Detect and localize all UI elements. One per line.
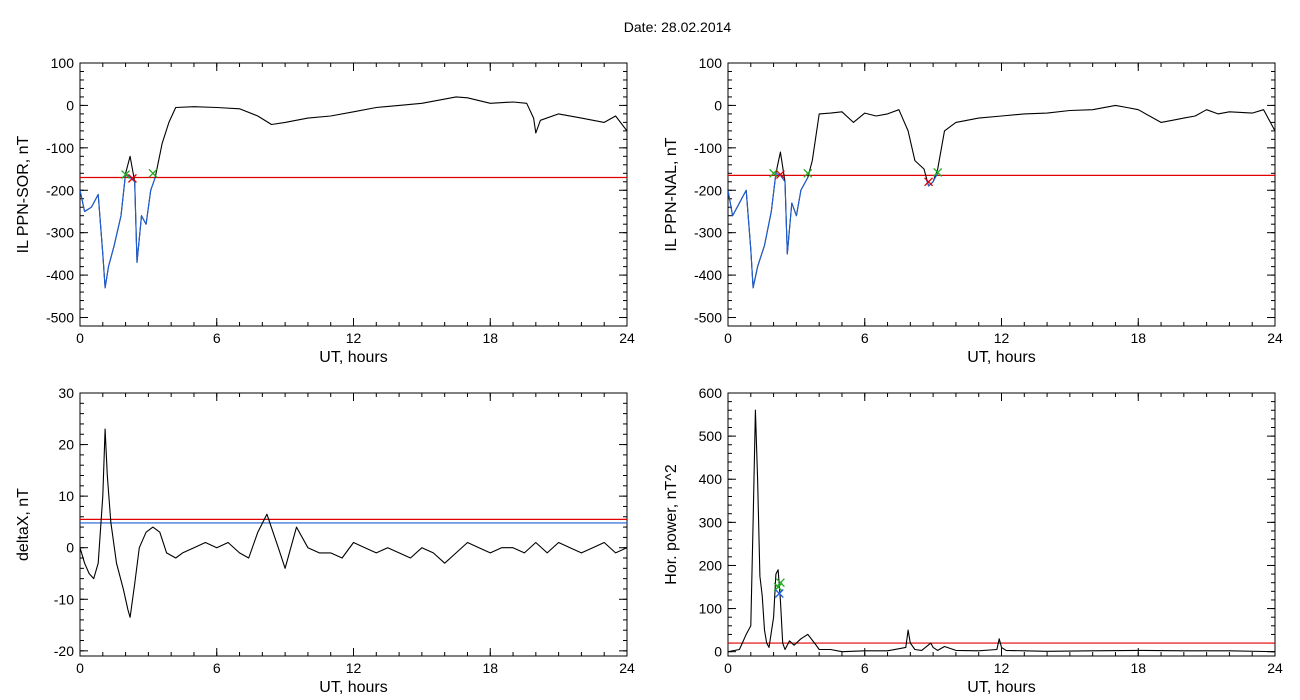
data-layer: [728, 409, 1275, 653]
y-tick-label: -200: [46, 182, 74, 198]
y-tick-label: -20: [54, 643, 74, 659]
event-marker: [769, 168, 779, 178]
y-tick-label: 100: [699, 55, 723, 71]
y-tick-label: -400: [46, 267, 74, 283]
event-marker: [803, 168, 813, 178]
event-marker: [148, 168, 158, 178]
sor-panel: 0 6 12 18 24 100 0 -100 -200 -300 -400 -500 UT, hour…: [15, 55, 635, 366]
y-tick-label: 0: [714, 644, 722, 660]
data-layer: [80, 428, 627, 618]
event-marker: [775, 578, 785, 588]
x-axis-label: UT, hours: [967, 679, 1035, 696]
x-tick-label: 6: [861, 660, 869, 676]
x-tick-label: 0: [724, 660, 732, 676]
y-tick-label: 0: [66, 97, 74, 113]
series-line: [80, 96, 627, 289]
x-tick-label: 12: [994, 330, 1010, 346]
x-axis-label: UT, hours: [319, 679, 387, 696]
y-tick-label: 0: [714, 97, 722, 113]
x-tick-label: 24: [1267, 660, 1283, 676]
x-tick-label: 18: [1130, 330, 1146, 346]
data-layer: [728, 104, 1275, 289]
series-line: [728, 172, 809, 289]
x-tick-label: 6: [861, 330, 869, 346]
y-axis-label: deltaX, nT: [15, 488, 32, 561]
plot-frame: [79, 62, 628, 327]
x-tick-label: 12: [346, 330, 362, 346]
x-tick-label: 24: [619, 660, 635, 676]
nal-panel: 0 6 12 18 24 100 0 -100 -200 -300 -400 -500 UT, hour…: [663, 55, 1283, 366]
y-tick-label: -300: [46, 225, 74, 241]
y-tick-label: -400: [694, 267, 722, 283]
y-tick-label: 100: [51, 55, 75, 71]
y-tick-label: -300: [694, 225, 722, 241]
x-tick-label: 0: [724, 330, 732, 346]
event-marker: [933, 167, 943, 177]
series-line: [728, 104, 1275, 289]
data-layer: [80, 96, 627, 289]
x-tick-label: 18: [482, 330, 498, 346]
x-axis-label: UT, hours: [319, 349, 387, 366]
event-marker: [774, 589, 784, 598]
y-axis-label: IL PPN-SOR, nT: [15, 135, 32, 253]
series-line: [80, 172, 156, 289]
x-tick-label: 24: [1267, 330, 1283, 346]
y-axis-label: IL PPN-NAL, nT: [663, 137, 680, 251]
y-tick-label: -10: [54, 591, 74, 607]
y-tick-label: 0: [66, 540, 74, 556]
y-tick-label: -500: [694, 310, 722, 326]
y-tick-label: 30: [58, 385, 74, 401]
x-tick-label: 12: [346, 660, 362, 676]
series-line: [728, 409, 1275, 653]
y-tick-label: 500: [699, 428, 723, 444]
y-tick-label: -100: [46, 140, 74, 156]
x-tick-label: 12: [994, 660, 1010, 676]
x-tick-label: 0: [76, 330, 84, 346]
x-tick-label: 18: [482, 660, 498, 676]
deltax-panel: 0 6 12 18 24 30 20 10 0 -10 -20 UT, hours deltaX, nT: [15, 385, 635, 696]
series-line: [925, 173, 939, 187]
y-tick-label: 300: [699, 514, 723, 530]
y-tick-label: 100: [699, 601, 723, 617]
plot-frame: [727, 62, 1276, 327]
y-tick-label: 10: [58, 488, 74, 504]
x-tick-label: 6: [213, 660, 221, 676]
y-tick-label: -100: [694, 140, 722, 156]
y-tick-label: -500: [46, 310, 74, 326]
y-tick-label: -200: [694, 182, 722, 198]
event-marker: [775, 170, 785, 180]
y-tick-label: 20: [58, 437, 74, 453]
page-title: Date: 28.02.2014: [623, 19, 732, 35]
y-tick-label: 400: [699, 471, 723, 487]
y-tick-label: 200: [699, 557, 723, 573]
y-axis-label: Hor. power, nT^2: [663, 464, 680, 585]
plot-frame: [727, 392, 1276, 657]
series-line: [80, 428, 627, 618]
x-tick-label: 0: [76, 660, 84, 676]
x-axis-label: UT, hours: [967, 349, 1035, 366]
power-panel: 0 6 12 18 24 600 500 400 300 200 100 0 UT, hours Hor.…: [663, 385, 1283, 696]
y-tick-label: 600: [699, 385, 723, 401]
x-tick-label: 6: [213, 330, 221, 346]
event-marker: [121, 170, 131, 180]
event-marker: [924, 177, 934, 187]
plot-frame: [79, 392, 628, 657]
x-tick-label: 24: [619, 330, 635, 346]
x-tick-label: 18: [1130, 660, 1146, 676]
event-marker: [127, 173, 137, 183]
